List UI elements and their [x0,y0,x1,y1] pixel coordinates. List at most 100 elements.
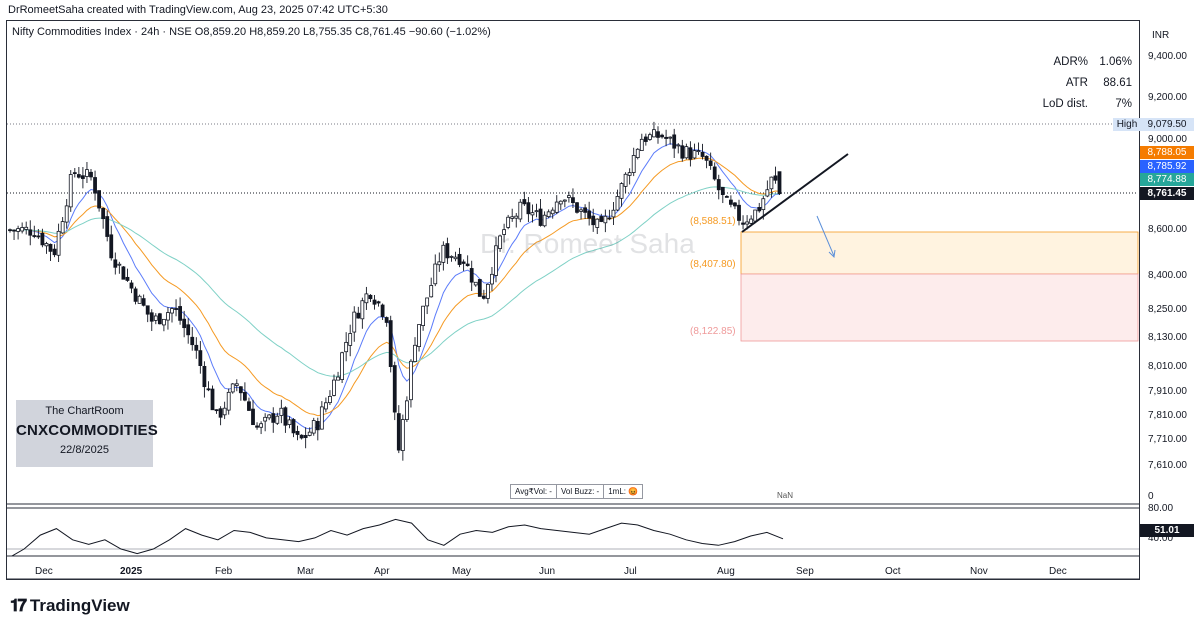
price-tick-label: 7,810.00 [1148,410,1187,421]
ma-slow-line [10,186,780,377]
candle-down [607,217,612,220]
candle-up [668,136,673,139]
candle-down [141,298,146,306]
candle-down [206,388,211,391]
candle-up [473,281,478,286]
candle-down [247,401,251,411]
price-tick-label: 8,010.00 [1148,361,1187,372]
candle-down [93,177,97,194]
candle-down [575,202,579,213]
candle-down [133,288,138,302]
candle-down [251,408,255,426]
candle-up [60,221,65,234]
candle-up [542,214,547,227]
candle-up [340,352,345,380]
price-tick-label: 8,250.00 [1148,304,1187,315]
currency-label: INR [1152,30,1170,41]
chartroom-box: The ChartRoom CNXCOMMODITIES 22/8/2025 [16,400,158,467]
candle-up [234,383,239,386]
fib-zone-orange [740,231,1139,275]
candle-down [12,229,16,232]
candle-down [384,317,389,323]
candle-down [392,365,397,413]
candle-up [453,256,458,260]
candle-down [591,215,596,226]
candle-down [724,196,729,198]
candle-up [153,315,158,321]
watermark: Dr. Romeet Saha [480,228,695,259]
candle-down [182,318,187,329]
candle-down [48,243,53,252]
candle-down [376,301,381,304]
candle-down [716,179,721,191]
time-tick-label: Apr [374,566,390,577]
legend-1ml[interactable]: 1mL: 😡 [608,487,639,496]
ema-orange-badge: 8,788.05 [1140,146,1194,159]
legend-avg-vol[interactable]: Avg₹Vol: - [511,485,557,498]
candle-down [36,235,41,238]
candle-up [117,263,122,266]
candle-up [417,324,421,348]
chartroom-symbol: CNXCOMMODITIES [16,422,158,439]
chartroom-date: 22/8/2025 [60,444,109,456]
candle-up [437,261,442,266]
candle-down [643,136,648,142]
time-tick-label: Dec [35,566,53,577]
candle-down [457,253,462,265]
candle-down [688,147,693,160]
candle-down [8,229,12,232]
candle-up [696,150,701,153]
candle-down [255,425,259,428]
trendline[interactable] [741,153,849,233]
candle-up [550,209,555,215]
candle-down [303,435,308,439]
high-badge-value: 9,079.50 [1140,118,1194,131]
candle-down [461,261,466,264]
candle-up [85,169,89,177]
candle-up [490,273,494,285]
price-tick-label: 7,910.00 [1148,386,1187,397]
candle-up [676,144,681,147]
price-tick-label: 9,000.00 [1148,134,1187,145]
candle-up [259,423,264,428]
candle-up [24,226,29,230]
price-axis[interactable]: 9,400.00 9,200.00 9,000.00 8,600.00 8,400.00… [1140,20,1200,580]
author-line: DrRomeetSaha created with TradingView.co… [8,4,388,16]
candle-up [222,407,227,416]
candle-down [299,434,304,439]
candle-up [336,376,340,381]
candle-down [214,409,219,412]
candle-down [396,413,401,451]
candle-down [218,408,223,418]
time-tick-label: Feb [215,566,233,577]
candle-down [368,294,373,300]
candle-up [20,227,25,232]
candle-up [765,189,770,197]
down-arrow-head [828,249,836,259]
candle-up [332,379,336,396]
candle-up [635,148,640,158]
candle-down [729,199,733,205]
candle-down [76,174,81,178]
candle-up [307,431,312,436]
candle-down [704,155,709,161]
candle-down [733,202,737,207]
candle-down [372,299,377,305]
candle-up [352,311,357,333]
down-arrow-line [816,215,835,257]
candle-up [344,341,349,353]
candle-up [745,221,749,225]
indicator-legend[interactable]: Avg₹Vol: - Vol Buzz: - 1mL: 😡 [510,484,644,499]
price-tick-label: 8,600.00 [1148,224,1187,235]
candle-down [526,202,531,215]
candle-down [469,268,474,283]
candle-down [680,145,685,159]
candle-down [773,175,778,181]
legend-vol-buzz[interactable]: Vol Buzz: - [557,485,605,498]
ema-teal-badge: 8,774.88 [1140,173,1194,186]
candle-up [328,395,332,404]
rsi-tick-80: 80.00 [1148,503,1174,514]
tradingview-logo[interactable]: 𝟏𝟕 TradingView [10,596,130,616]
candle-up [348,333,353,346]
